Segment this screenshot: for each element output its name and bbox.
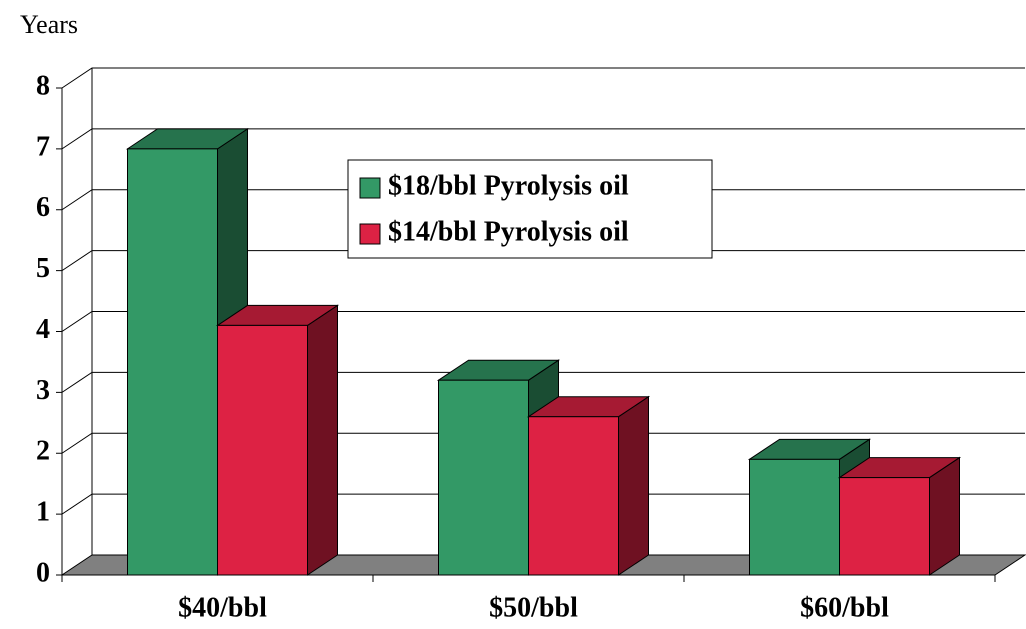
y-tick-label: 0 [36, 557, 50, 588]
y-tick-label: 8 [36, 70, 50, 101]
legend-box [347, 159, 713, 259]
bar-front [528, 416, 619, 576]
legend-swatch [359, 177, 381, 199]
bar-front [217, 324, 308, 576]
bar-side [929, 456, 960, 576]
y-tick-label: 4 [36, 314, 50, 345]
grid-line [61, 67, 1025, 89]
y-axis-label: Years [20, 10, 78, 39]
bar [526, 395, 651, 576]
x-tick-label: $60/bbl [800, 592, 889, 623]
y-tick-label: 7 [36, 131, 50, 162]
grid-line [61, 189, 1025, 211]
legend-label: $14/bbl Pyrolysis oil [388, 216, 629, 247]
y-tick-label: 1 [36, 497, 50, 528]
bar-side [618, 395, 649, 576]
legend-swatch [359, 223, 381, 245]
bar [215, 304, 340, 576]
bar-front [749, 458, 840, 576]
y-tick-label: 2 [36, 436, 50, 467]
y-tick-label: 3 [36, 375, 50, 406]
bar-side [307, 304, 338, 576]
grid-line [61, 432, 1025, 454]
grid-line [61, 371, 1025, 393]
grid-line [61, 128, 1025, 150]
bar [837, 456, 962, 576]
y-tick-label: 5 [36, 253, 50, 284]
y-tick-label: 6 [36, 192, 50, 223]
bar-front [839, 477, 930, 576]
grid-line [61, 493, 1025, 515]
x-tick-label: $40/bbl [178, 592, 267, 623]
grid-line [61, 250, 1025, 272]
legend-label: $18/bbl Pyrolysis oil [388, 170, 629, 201]
grid-line [61, 311, 1025, 332]
bar-front [127, 148, 218, 576]
bar-front [438, 379, 529, 576]
x-tick-label: $50/bbl [489, 592, 578, 623]
